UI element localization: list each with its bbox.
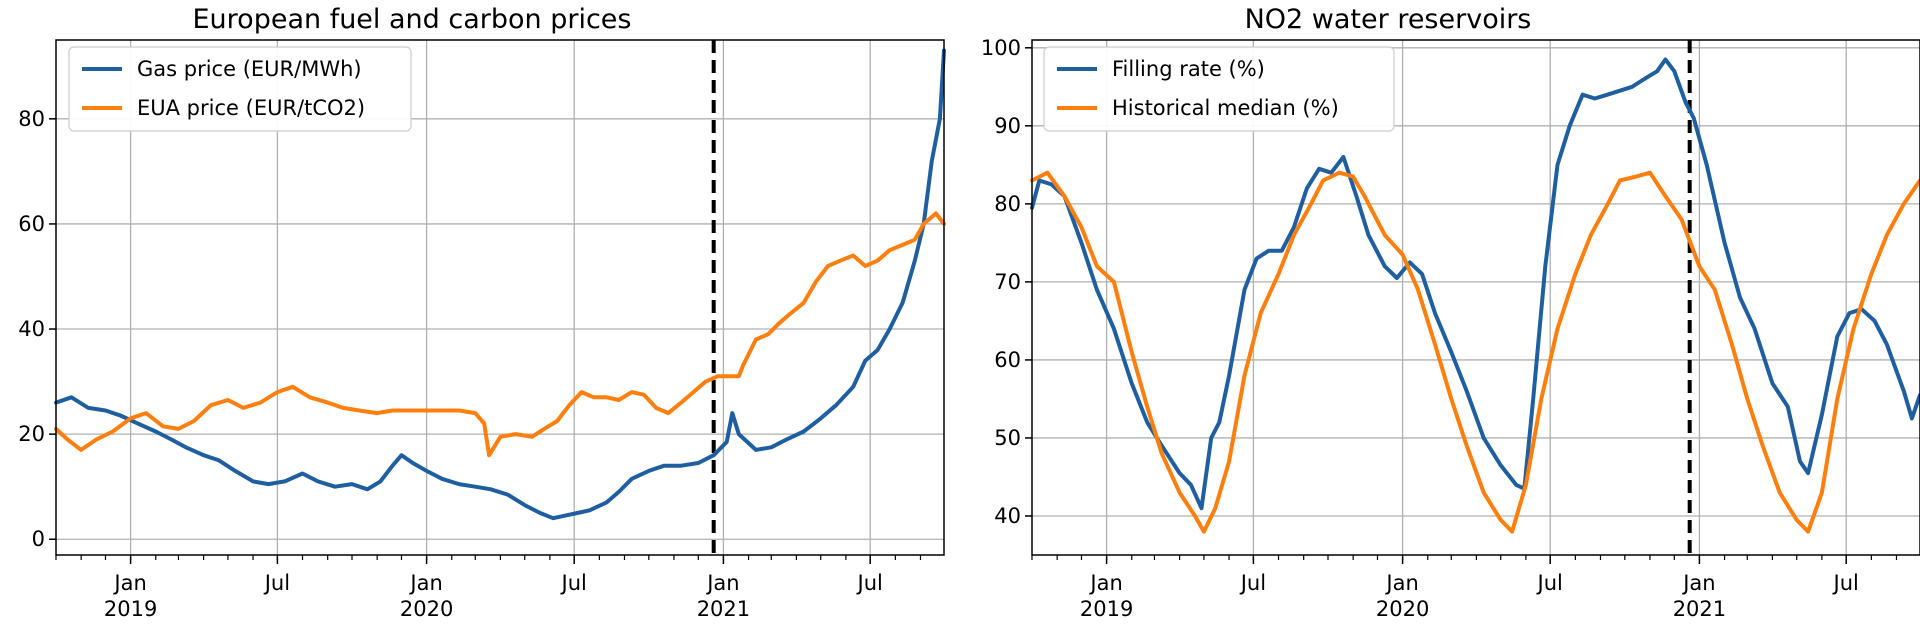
ytick-label: 80 [994, 192, 1021, 216]
legend-label: Filling rate (%) [1112, 57, 1265, 81]
xtick-label: Jul [263, 571, 290, 595]
panel-fuel-prices: European fuel and carbon prices 0 20 40 60 8… [18, 4, 946, 621]
ytick-label: 100 [981, 36, 1021, 60]
legend-box [1043, 46, 1395, 132]
xtick-label: Jan [1384, 571, 1418, 595]
ytick-label: 40 [18, 317, 45, 341]
ytick-label: 90 [994, 114, 1021, 138]
ytick-label: 60 [994, 348, 1021, 372]
series-line-0 [1030, 57, 1920, 511]
xtick-year-label: 2020 [400, 597, 453, 621]
legend-label: Historical median (%) [1112, 96, 1339, 120]
xtick-label: Jul [560, 571, 587, 595]
xtick-year-label: 2020 [1376, 597, 1429, 621]
xtick-year-label: 2021 [1673, 597, 1726, 621]
xtick-label: Jan [1088, 571, 1122, 595]
legend-box [68, 46, 412, 132]
series-line-1 [1030, 170, 1920, 534]
series-line-1 [54, 211, 946, 458]
xtick-year-label: 2021 [697, 597, 750, 621]
xtick-label: Jul [1239, 571, 1266, 595]
ytick-label: 40 [994, 504, 1021, 528]
ytick-label: 60 [18, 212, 45, 236]
legend-label: EUA price (EUR/tCO2) [137, 96, 365, 120]
xtick-label: Jul [1832, 571, 1859, 595]
xtick-year-label: 2019 [104, 597, 157, 621]
xtick-year-label: 2019 [1080, 597, 1133, 621]
legend: Filling rate (%) Historical median (%) [1043, 46, 1395, 132]
ytick-label: 0 [32, 527, 45, 551]
panel-title: NO2 water reservoirs [1245, 4, 1532, 35]
xtick-label: Jul [1536, 571, 1563, 595]
xtick-label: Jan [112, 571, 146, 595]
panel-title: European fuel and carbon prices [193, 4, 632, 35]
xtick-label: Jan [408, 571, 442, 595]
legend-label: Gas price (EUR/MWh) [137, 57, 362, 81]
xtick-label: Jan [705, 571, 739, 595]
panel-reservoirs: NO2 water reservoirs 40 50 60 70 80 90 100 Jan… [981, 4, 1920, 621]
ytick-label: 80 [18, 107, 45, 131]
xtick-label: Jan [1681, 571, 1715, 595]
ytick-label: 70 [994, 270, 1021, 294]
ytick-label: 50 [994, 426, 1021, 450]
xtick-label: Jul [856, 571, 883, 595]
series-line-0 [54, 48, 946, 521]
ytick-label: 20 [18, 422, 45, 446]
legend: Gas price (EUR/MWh) EUA price (EUR/tCO2) [68, 46, 412, 132]
